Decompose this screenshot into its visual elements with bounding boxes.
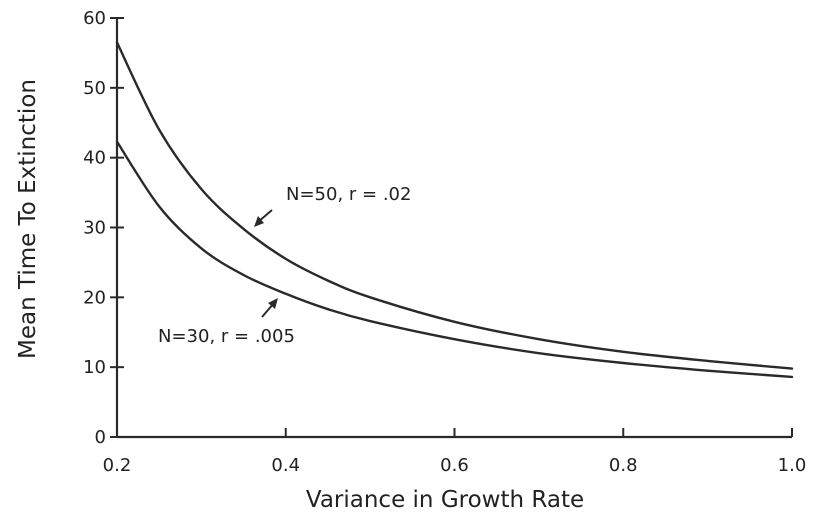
x-axis-ticks: 0.2 0.4 0.6 0.8 1.0	[103, 428, 807, 476]
series-layer	[115, 41, 794, 379]
y-tick-label: 30	[83, 218, 106, 239]
series-line-n30	[115, 140, 794, 379]
series-annotation-n50: N=50, r = .02	[286, 184, 411, 205]
x-tick-label: 1.0	[778, 455, 807, 476]
x-tick-label: 0.2	[103, 455, 132, 476]
axes	[115, 18, 792, 439]
y-tick-label: 10	[83, 357, 106, 378]
series-annotation-n30-arrow	[261, 298, 278, 318]
series-annotation-n50-arrow	[254, 209, 273, 227]
y-tick-label: 50	[83, 78, 106, 99]
y-tick-label: 20	[83, 287, 106, 308]
y-axis-title: Mean Time To Extinction	[15, 79, 41, 359]
series-annotation-n30: N=30, r = .005	[158, 326, 295, 347]
y-tick-label: 60	[83, 8, 106, 29]
series-line-n50	[115, 41, 794, 370]
y-axis-ticks: 0 10 20 30 40 50 60	[83, 8, 124, 448]
x-tick-label: 0.8	[609, 455, 638, 476]
x-tick-label: 0.6	[440, 455, 469, 476]
x-tick-label: 0.4	[271, 455, 300, 476]
y-tick-label: 0	[95, 427, 106, 448]
x-axis-title: Variance in Growth Rate	[306, 487, 584, 513]
y-tick-label: 40	[83, 148, 106, 169]
